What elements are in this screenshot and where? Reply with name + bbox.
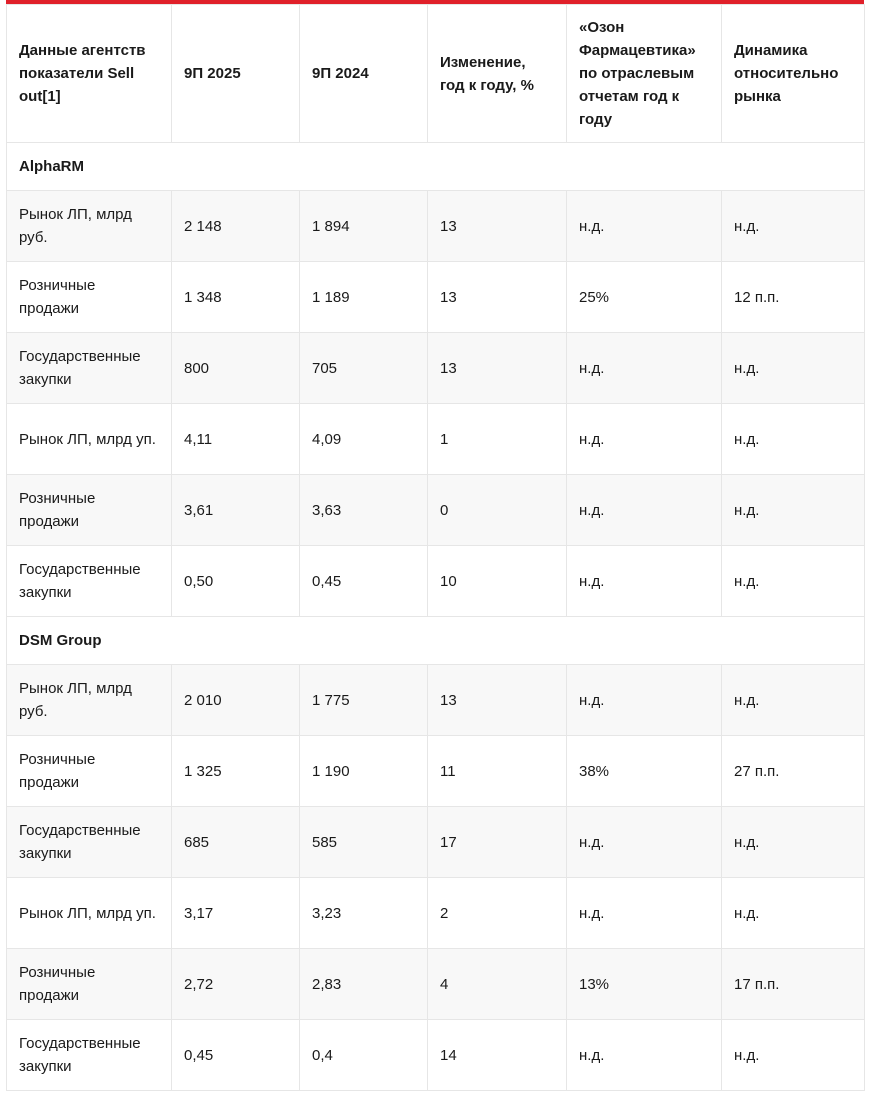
cell-9p-2024: 3,23: [299, 877, 428, 949]
cell-ozon: н.д.: [566, 664, 722, 736]
cell-9p-2024: 1 894: [299, 190, 428, 262]
cell-9p-2024: 1 775: [299, 664, 428, 736]
row-label: Государственные закупки: [6, 332, 172, 404]
section-row-alpharm: AlphaRM: [6, 142, 865, 191]
header-cell-9p-2024: 9П 2024: [299, 4, 428, 143]
table-row: Розничные продажи 3,61 3,63 0 н.д. н.д.: [6, 474, 865, 546]
cell-ozon: н.д.: [566, 474, 722, 546]
cell-9p-2025: 2,72: [171, 948, 300, 1020]
table-row: Рынок ЛП, млрд уп. 3,17 3,23 2 н.д. н.д.: [6, 877, 865, 949]
cell-ozon: н.д.: [566, 1019, 722, 1091]
table-row: Государственные закупки 685 585 17 н.д. …: [6, 806, 865, 878]
section-title: AlphaRM: [6, 142, 865, 191]
cell-dynamics: н.д.: [721, 403, 865, 475]
cell-dynamics: н.д.: [721, 190, 865, 262]
cell-9p-2024: 0,4: [299, 1019, 428, 1091]
cell-9p-2025: 2 010: [171, 664, 300, 736]
row-label: Рынок ЛП, млрд руб.: [6, 664, 172, 736]
header-cell-indicator: Данные агентств показатели Sell out[1]: [6, 4, 172, 143]
cell-change: 11: [427, 735, 567, 807]
section-row-dsm-group: DSM Group: [6, 616, 865, 665]
table-header-row: Данные агентств показатели Sell out[1] 9…: [6, 4, 865, 143]
sell-out-table: Данные агентств показатели Sell out[1] 9…: [6, 4, 865, 1091]
cell-9p-2024: 2,83: [299, 948, 428, 1020]
cell-9p-2025: 4,11: [171, 403, 300, 475]
cell-9p-2024: 705: [299, 332, 428, 404]
cell-ozon: н.д.: [566, 545, 722, 617]
cell-change: 13: [427, 261, 567, 333]
row-label: Государственные закупки: [6, 806, 172, 878]
cell-ozon: 38%: [566, 735, 722, 807]
row-label: Розничные продажи: [6, 474, 172, 546]
cell-change: 10: [427, 545, 567, 617]
cell-dynamics: н.д.: [721, 545, 865, 617]
table-row: Рынок ЛП, млрд уп. 4,11 4,09 1 н.д. н.д.: [6, 403, 865, 475]
row-label: Рынок ЛП, млрд уп.: [6, 403, 172, 475]
section-title: DSM Group: [6, 616, 865, 665]
cell-dynamics: н.д.: [721, 806, 865, 878]
row-label: Государственные закупки: [6, 1019, 172, 1091]
cell-dynamics: н.д.: [721, 474, 865, 546]
cell-9p-2025: 3,61: [171, 474, 300, 546]
cell-dynamics: н.д.: [721, 1019, 865, 1091]
cell-dynamics: 27 п.п.: [721, 735, 865, 807]
cell-9p-2024: 1 189: [299, 261, 428, 333]
top-accent-bar: [6, 0, 864, 4]
cell-9p-2024: 585: [299, 806, 428, 878]
table-row: Розничные продажи 2,72 2,83 4 13% 17 п.п…: [6, 948, 865, 1020]
header-cell-ozon: «Озон Фармацевтика» по отраслевым отчета…: [566, 4, 722, 143]
row-label: Рынок ЛП, млрд уп.: [6, 877, 172, 949]
cell-ozon: н.д.: [566, 806, 722, 878]
cell-9p-2025: 2 148: [171, 190, 300, 262]
header-cell-change: Изменение, год к году, %: [427, 4, 567, 143]
cell-ozon: н.д.: [566, 403, 722, 475]
cell-change: 1: [427, 403, 567, 475]
cell-9p-2025: 685: [171, 806, 300, 878]
cell-9p-2024: 3,63: [299, 474, 428, 546]
row-label: Розничные продажи: [6, 735, 172, 807]
cell-dynamics: 12 п.п.: [721, 261, 865, 333]
cell-change: 14: [427, 1019, 567, 1091]
row-label: Розничные продажи: [6, 261, 172, 333]
cell-9p-2025: 1 348: [171, 261, 300, 333]
row-label: Государственные закупки: [6, 545, 172, 617]
table-row: Государственные закупки 0,45 0,4 14 н.д.…: [6, 1019, 865, 1091]
cell-9p-2024: 1 190: [299, 735, 428, 807]
cell-dynamics: 17 п.п.: [721, 948, 865, 1020]
cell-ozon: 25%: [566, 261, 722, 333]
cell-ozon: н.д.: [566, 877, 722, 949]
cell-9p-2025: 800: [171, 332, 300, 404]
cell-9p-2024: 0,45: [299, 545, 428, 617]
cell-ozon: 13%: [566, 948, 722, 1020]
cell-change: 13: [427, 664, 567, 736]
cell-dynamics: н.д.: [721, 664, 865, 736]
table-row: Рынок ЛП, млрд руб. 2 010 1 775 13 н.д. …: [6, 664, 865, 736]
cell-change: 13: [427, 332, 567, 404]
table-row: Государственные закупки 0,50 0,45 10 н.д…: [6, 545, 865, 617]
cell-change: 17: [427, 806, 567, 878]
table-row: Розничные продажи 1 325 1 190 11 38% 27 …: [6, 735, 865, 807]
cell-change: 2: [427, 877, 567, 949]
cell-9p-2025: 0,45: [171, 1019, 300, 1091]
table-row: Розничные продажи 1 348 1 189 13 25% 12 …: [6, 261, 865, 333]
header-cell-9p-2025: 9П 2025: [171, 4, 300, 143]
table-row: Государственные закупки 800 705 13 н.д. …: [6, 332, 865, 404]
cell-dynamics: н.д.: [721, 332, 865, 404]
header-cell-dynamics: Динамика относительно рынка: [721, 4, 865, 143]
cell-change: 4: [427, 948, 567, 1020]
row-label: Розничные продажи: [6, 948, 172, 1020]
cell-9p-2025: 1 325: [171, 735, 300, 807]
table-row: Рынок ЛП, млрд руб. 2 148 1 894 13 н.д. …: [6, 190, 865, 262]
cell-ozon: н.д.: [566, 190, 722, 262]
cell-change: 0: [427, 474, 567, 546]
cell-dynamics: н.д.: [721, 877, 865, 949]
cell-ozon: н.д.: [566, 332, 722, 404]
cell-change: 13: [427, 190, 567, 262]
cell-9p-2025: 3,17: [171, 877, 300, 949]
cell-9p-2025: 0,50: [171, 545, 300, 617]
cell-9p-2024: 4,09: [299, 403, 428, 475]
row-label: Рынок ЛП, млрд руб.: [6, 190, 172, 262]
